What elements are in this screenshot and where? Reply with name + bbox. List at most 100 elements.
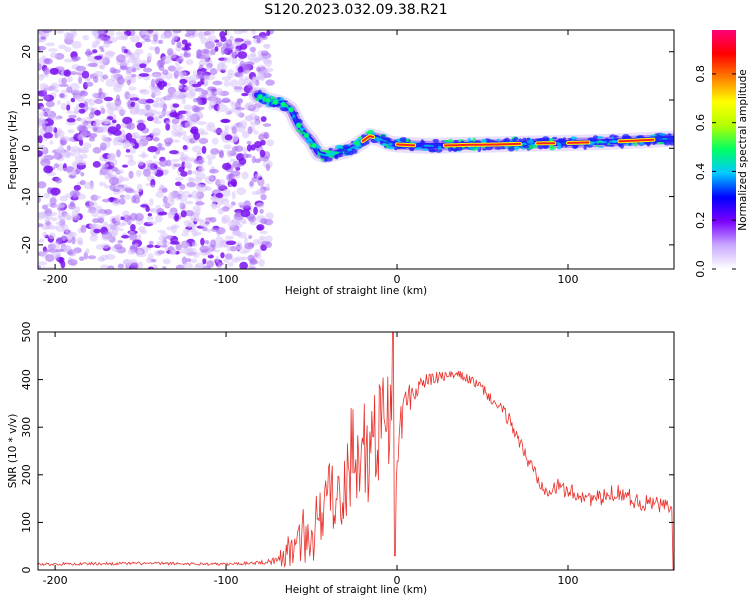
heatmap-noise-blob — [175, 243, 182, 251]
heatmap-noise-blob — [80, 224, 87, 233]
heatmap-noise-blob — [38, 30, 42, 34]
heatmap-noise-blob — [106, 51, 116, 56]
heatmap-noise-blob — [97, 35, 105, 40]
heatmap-noise-blob — [41, 266, 47, 269]
heatmap-noise-blob — [128, 170, 134, 179]
heatmap-noise-blob — [128, 232, 138, 241]
heatmap-noise-blob — [73, 184, 82, 191]
heatmap-noise-layer — [38, 30, 275, 269]
heatmap-ridge-blob — [362, 142, 368, 146]
heatmap-noise-blob — [228, 173, 233, 181]
snr-series-line — [38, 332, 674, 570]
heatmap-noise-blob — [182, 228, 190, 234]
heatmap-noise-blob — [185, 110, 192, 117]
heatmap-noise-blob — [54, 204, 65, 209]
heatmap-ridge-blob — [399, 137, 408, 143]
heatmap-ridge-blob — [316, 153, 321, 158]
heatmap-noise-blob — [43, 58, 51, 64]
heatmap-noise-blob — [167, 48, 174, 56]
heatmap-noise-blob — [181, 256, 188, 265]
heatmap-noise-blob — [234, 211, 243, 218]
heatmap-noise-blob — [223, 144, 232, 150]
heatmap-noise-blob — [256, 224, 265, 231]
heatmap-noise-blob — [188, 79, 197, 86]
heatmap-noise-blob — [215, 41, 223, 47]
heatmap-noise-blob — [40, 74, 50, 78]
heatmap-noise-blob — [263, 59, 272, 68]
heatmap-noise-blob — [202, 258, 207, 265]
heatmap-noise-blob — [92, 218, 100, 224]
heatmap-noise-blob — [67, 129, 75, 134]
heatmap-noise-blob — [99, 64, 105, 70]
heatmap-noise-blob — [122, 164, 129, 168]
heatmap-noise-blob — [38, 120, 49, 125]
heatmap-noise-blob — [124, 75, 134, 82]
heatmap-noise-blob — [223, 258, 230, 263]
heatmap-noise-blob — [176, 41, 182, 49]
heatmap-noise-blob — [152, 34, 158, 42]
heatmap-noise-blob — [191, 145, 202, 153]
heatmap-noise-blob — [56, 100, 61, 106]
heatmap-noise-blob — [251, 155, 256, 164]
heatmap-noise-blob — [136, 122, 146, 131]
heatmap-ridge-blob — [366, 141, 370, 145]
heatmap-noise-blob — [215, 192, 224, 199]
heatmap-ridge-blob — [387, 146, 396, 150]
spectrogram-xtick-label: 100 — [558, 273, 579, 286]
heatmap-noise-blob — [164, 93, 175, 101]
heatmap-noise-blob — [45, 100, 55, 108]
heatmap-noise-blob — [235, 124, 246, 133]
heatmap-noise-blob — [182, 190, 191, 195]
heatmap-noise-blob — [215, 255, 220, 264]
heatmap-ridge-blob — [526, 137, 531, 141]
heatmap-noise-blob — [72, 110, 80, 115]
heatmap-ridge-blob — [432, 148, 436, 152]
heatmap-noise-blob — [183, 52, 191, 58]
heatmap-noise-blob — [152, 137, 160, 142]
heatmap-noise-blob — [119, 65, 129, 71]
snr-ticks: -200 -100 0 100 0 100 200 300 400 500 — [20, 322, 674, 587]
heatmap-noise-blob — [234, 145, 244, 152]
heatmap-noise-blob — [106, 30, 115, 38]
heatmap-noise-blob — [180, 241, 190, 248]
heatmap-noise-blob — [157, 211, 168, 216]
heatmap-noise-blob — [75, 206, 81, 214]
heatmap-noise-blob — [42, 231, 48, 237]
heatmap-noise-blob — [260, 194, 267, 201]
heatmap-noise-blob — [263, 43, 271, 50]
heatmap-noise-blob — [98, 87, 103, 96]
heatmap-noise-blob — [217, 262, 224, 266]
colorbar-tick-label: 0.6 — [694, 114, 707, 131]
heatmap-noise-blob — [222, 188, 231, 198]
heatmap-noise-blob — [148, 240, 154, 245]
heatmap-noise-blob — [169, 241, 180, 245]
heatmap-noise-blob — [241, 130, 250, 139]
heatmap-noise-blob — [53, 152, 63, 160]
heatmap-ridge-blob — [292, 117, 297, 121]
heatmap-noise-blob — [174, 213, 180, 220]
heatmap-noise-blob — [49, 197, 57, 205]
heatmap-noise-blob — [147, 266, 154, 269]
heatmap-noise-blob — [195, 201, 205, 206]
heatmap-noise-blob — [78, 102, 85, 108]
colorbar-gradient — [712, 30, 736, 269]
heatmap-noise-blob — [202, 226, 208, 232]
heatmap-ridge-blob — [499, 140, 507, 143]
heatmap-noise-blob — [213, 128, 224, 134]
heatmap-noise-blob — [68, 114, 77, 119]
heatmap-noise-blob — [49, 140, 54, 145]
heatmap-noise-blob — [199, 58, 207, 63]
heatmap-noise-blob — [117, 240, 123, 244]
heatmap-ridge-blob — [453, 149, 458, 152]
heatmap-noise-blob — [141, 34, 151, 40]
heatmap-noise-blob — [129, 212, 138, 221]
heatmap-noise-blob — [170, 249, 177, 254]
heatmap-noise-blob — [140, 108, 149, 115]
heatmap-noise-blob — [128, 86, 137, 91]
heatmap-noise-blob — [50, 187, 61, 196]
colorbar-tick-label: 0.0 — [694, 260, 707, 278]
heatmap-noise-blob — [95, 205, 103, 212]
heatmap-noise-blob — [91, 30, 99, 36]
heatmap-noise-blob — [220, 131, 228, 136]
